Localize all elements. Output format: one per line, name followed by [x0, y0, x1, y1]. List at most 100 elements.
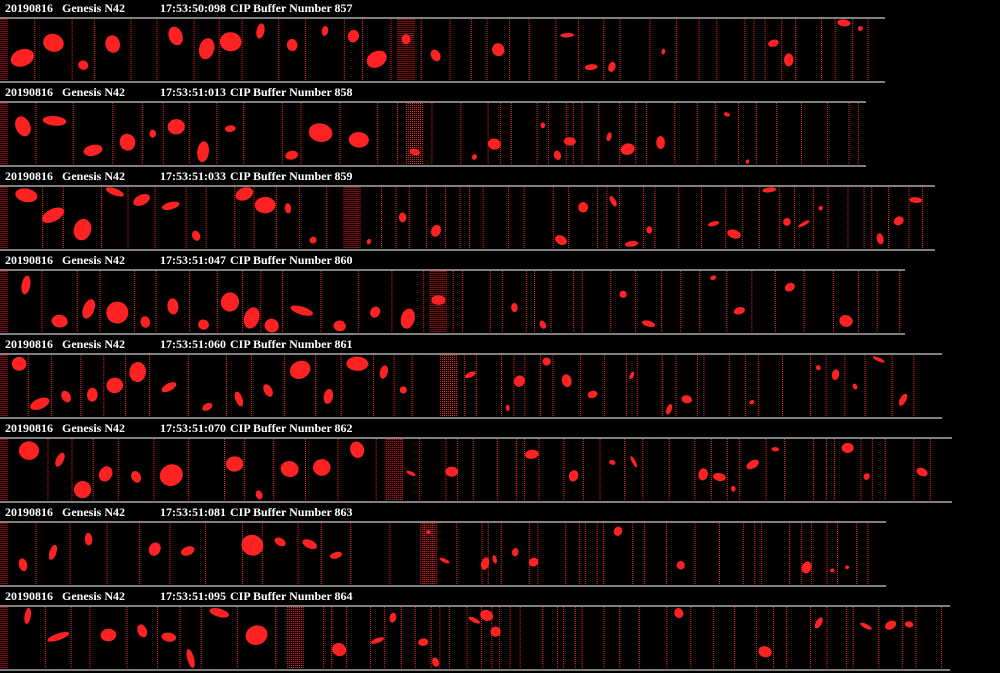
- particle: [898, 393, 908, 406]
- date: 20190816: [5, 169, 53, 183]
- date: 20190816: [5, 253, 53, 267]
- particle: [406, 470, 416, 476]
- particle: [661, 48, 666, 55]
- particle: [137, 624, 148, 638]
- particle: [161, 201, 180, 210]
- time: 17:53:51:033: [160, 169, 226, 183]
- particle: [430, 49, 441, 62]
- particle: [681, 395, 693, 404]
- particle: [379, 365, 389, 379]
- particle: [674, 607, 684, 619]
- particle: [161, 382, 177, 393]
- particle: [916, 467, 928, 477]
- particle: [749, 400, 755, 405]
- particle: [606, 132, 612, 142]
- particle: [710, 275, 717, 281]
- probe: Genesis N42: [62, 85, 125, 99]
- particle: [243, 307, 260, 329]
- particle: [133, 194, 150, 206]
- time: 17:53:51:070: [160, 421, 226, 435]
- buffer-strip: 20190816 Genesis N42 17:53:51:081 CIP Buffe…: [0, 505, 886, 587]
- particle: [727, 229, 741, 239]
- buffer-strip: 20190816 Genesis N42 17:53:51:095 CIP Buffe…: [0, 589, 950, 671]
- particle: [366, 50, 387, 68]
- buffer: CIP Buffer Number 860: [230, 253, 353, 267]
- particle: [418, 638, 429, 646]
- particle: [333, 320, 346, 332]
- particle: [707, 221, 720, 227]
- particle: [86, 387, 98, 402]
- particle: [746, 459, 759, 470]
- particle: [168, 26, 183, 46]
- particle: [202, 402, 213, 411]
- particle: [119, 133, 136, 151]
- particle: [445, 466, 459, 477]
- particle: [100, 628, 117, 642]
- particle: [492, 554, 497, 564]
- particle: [219, 32, 242, 52]
- particle: [18, 558, 28, 572]
- particle: [893, 216, 904, 226]
- particle: [831, 369, 840, 381]
- time: 17:53:51:081: [160, 505, 226, 519]
- time: 17:53:50:098: [160, 1, 226, 15]
- particle: [505, 404, 510, 412]
- particle: [41, 207, 65, 223]
- particle: [10, 48, 34, 67]
- particle: [629, 371, 635, 380]
- particle: [198, 38, 215, 60]
- particle: [768, 39, 779, 47]
- particle: [540, 122, 546, 129]
- probe: Genesis N42: [62, 505, 125, 519]
- particle: [845, 565, 850, 570]
- particle: [245, 625, 268, 645]
- particle: [220, 292, 240, 312]
- particle: [321, 25, 329, 36]
- particle: [43, 33, 64, 52]
- buffer: CIP Buffer Number 858: [230, 85, 353, 99]
- particle: [676, 561, 685, 570]
- particle: [641, 320, 656, 328]
- particle: [78, 60, 89, 70]
- particle: [609, 459, 616, 465]
- particle: [876, 233, 884, 245]
- particle: [783, 217, 791, 226]
- particle: [181, 546, 195, 556]
- particle: [398, 212, 407, 223]
- particle: [480, 557, 490, 570]
- particle: [560, 32, 574, 38]
- particle: [555, 235, 567, 246]
- buffer-strip: 20190816 Genesis N42 17:53:51:033 CIP Buffe…: [0, 169, 935, 251]
- particle: [235, 187, 254, 201]
- particle: [783, 53, 794, 67]
- time: 17:53:51:047: [160, 253, 226, 267]
- particle: [286, 38, 298, 52]
- particle: [620, 143, 635, 155]
- particle: [464, 371, 476, 379]
- particle: [511, 548, 519, 557]
- particle: [471, 154, 477, 160]
- buffer-strip: 20190816 Genesis N42 17:53:51:060 CIP Buffe…: [0, 337, 942, 419]
- particle: [290, 305, 313, 316]
- time: 17:53:51:013: [160, 85, 226, 99]
- particle: [400, 308, 415, 329]
- particle: [284, 203, 292, 214]
- particle: [426, 529, 431, 535]
- particle: [409, 148, 421, 156]
- date: 20190816: [5, 85, 53, 99]
- particle: [584, 64, 598, 71]
- particle: [82, 299, 96, 319]
- particle: [347, 29, 359, 43]
- particle: [61, 390, 71, 403]
- particle: [524, 449, 539, 459]
- particle: [21, 275, 31, 295]
- particle: [149, 129, 157, 138]
- particle: [857, 26, 863, 31]
- particle: [129, 361, 146, 383]
- particle: [904, 621, 914, 628]
- particle: [487, 138, 501, 150]
- probe: Genesis N42: [62, 337, 125, 351]
- particle: [733, 307, 745, 315]
- particle: [630, 456, 638, 468]
